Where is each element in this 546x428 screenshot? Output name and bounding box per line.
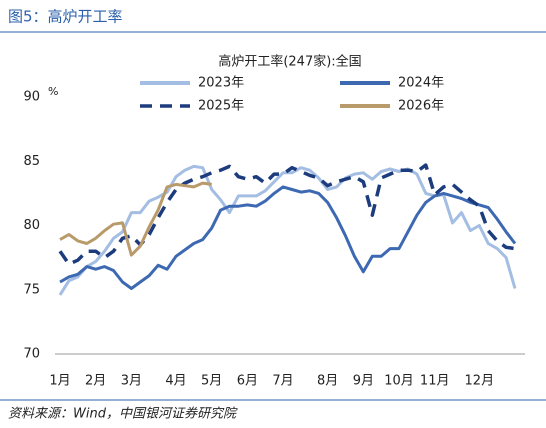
legend-label: 2023年 — [198, 76, 244, 91]
source-note: 资料来源：Wind，中国银河证券研究院 — [8, 406, 238, 422]
y-tick-label: 70 — [23, 347, 40, 362]
y-tick-label: 80 — [23, 218, 40, 233]
x-tick-label: 9月 — [353, 374, 374, 389]
x-tick-label: 6月 — [237, 374, 258, 389]
chart-title: 高炉开工率(247家):全国 — [218, 54, 361, 70]
legend-label: 2025年 — [198, 99, 244, 114]
x-tick-label: 10月 — [384, 374, 414, 389]
y-unit: % — [48, 85, 58, 98]
series-line — [58, 164, 517, 296]
legend-label: 2026年 — [398, 99, 444, 114]
x-tick-label: 5月 — [201, 374, 222, 389]
legend-label: 2024年 — [398, 76, 444, 91]
x-tick-label: 2月 — [85, 374, 106, 389]
y-tick-label: 75 — [23, 282, 40, 297]
x-tick-label: 4月 — [165, 374, 186, 389]
x-tick-label: 8月 — [317, 374, 338, 389]
x-tick-label: 3月 — [121, 374, 142, 389]
series-line — [59, 185, 517, 290]
x-tick-label: 1月 — [49, 374, 70, 389]
x-tick-label: 7月 — [272, 374, 293, 389]
series-line — [58, 163, 516, 266]
y-tick-label: 90 — [23, 90, 40, 105]
y-tick-label: 85 — [23, 154, 40, 169]
figure-header: 图5：高炉开工率 — [8, 8, 123, 26]
x-tick-label: 12月 — [465, 374, 495, 389]
x-tick-label: 11月 — [420, 374, 450, 389]
series-line — [59, 181, 212, 257]
